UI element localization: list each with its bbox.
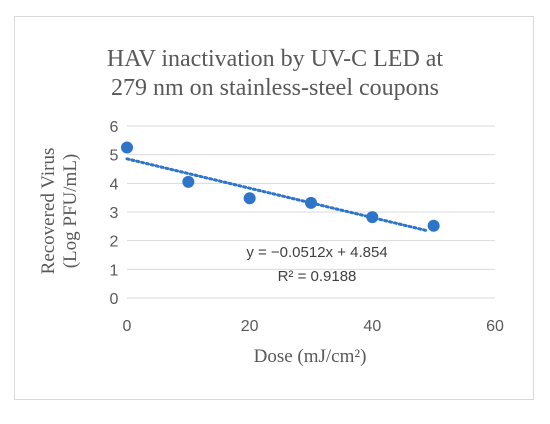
trendline-r-squared: R² = 0.9188 <box>278 268 357 285</box>
x-tick-labels: 0 20 40 60 <box>123 318 504 335</box>
data-points <box>121 141 440 232</box>
chart-title: HAV inactivation by UV-C LED at 279 nm o… <box>107 46 444 101</box>
x-tick-label-0: 0 <box>123 318 132 335</box>
trendline <box>125 157 430 233</box>
chart-frame <box>14 16 534 400</box>
x-tick-label-3: 60 <box>486 318 504 335</box>
x-tick-label-1: 20 <box>241 318 259 335</box>
x-axis-label: Dose (mJ/cm²) <box>254 346 367 367</box>
data-point-0 <box>121 141 133 154</box>
data-point-5 <box>427 219 440 232</box>
y-tick-label-0: 0 <box>110 291 119 308</box>
data-point-4 <box>366 211 379 224</box>
y-tick-label-1: 1 <box>110 262 119 279</box>
y-tick-label-4: 4 <box>110 176 119 193</box>
y-tick-label-5: 5 <box>110 148 119 165</box>
y-tick-label-2: 2 <box>110 234 119 251</box>
data-point-3 <box>305 196 317 209</box>
trendline-line <box>125 157 430 233</box>
trendline-equation: y = −0.0512x + 4.854 <box>246 244 387 261</box>
y-axis-label-line-1: Recovered Virus <box>38 148 59 275</box>
y-tick-labels: 0 1 2 3 4 5 6 <box>110 119 119 308</box>
y-axis-label-line-2: (Log PFU/mL) <box>60 154 81 269</box>
y-axis-label: Recovered Virus (Log PFU/mL) <box>38 148 81 275</box>
data-point-2 <box>243 192 256 205</box>
chart-title-line-1: HAV inactivation by UV-C LED at <box>107 46 444 72</box>
x-tick-label-2: 40 <box>363 318 381 335</box>
y-tick-label-3: 3 <box>110 205 119 222</box>
data-point-1 <box>182 175 195 188</box>
chart-title-line-2: 279 nm on stainless-steel coupons <box>111 75 439 101</box>
y-tick-label-6: 6 <box>110 119 119 136</box>
